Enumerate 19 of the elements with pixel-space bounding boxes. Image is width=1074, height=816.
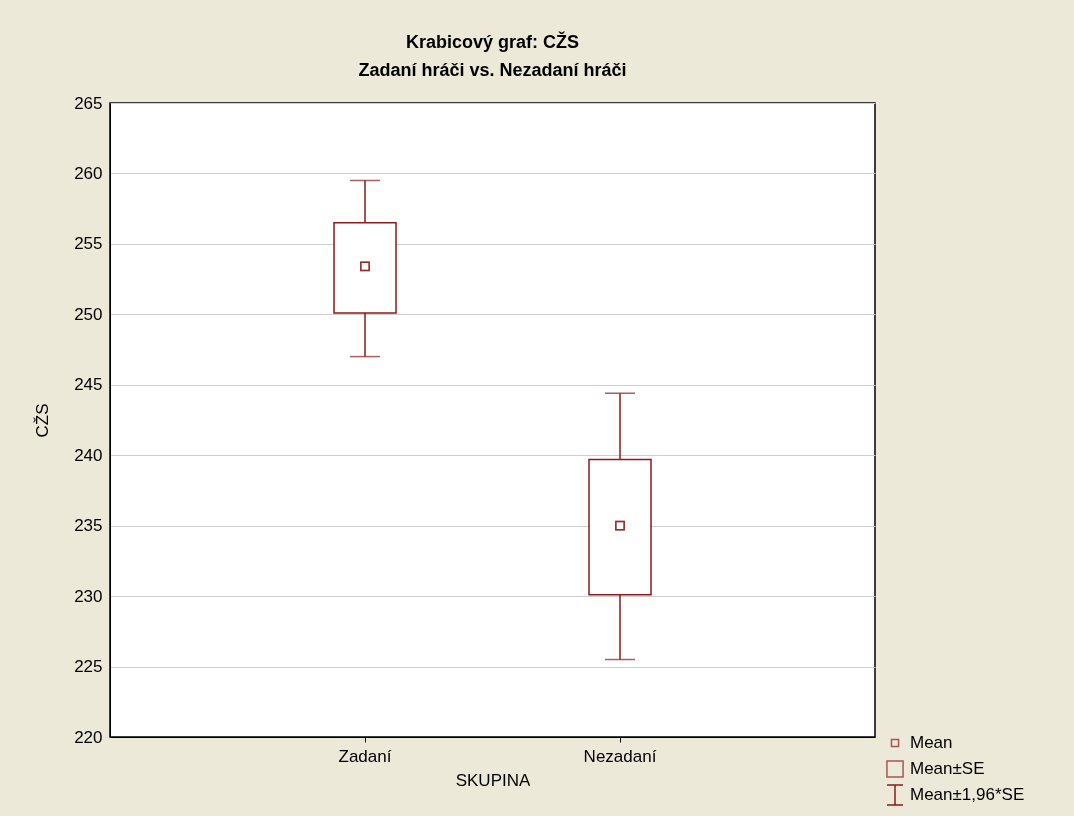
legend-label: Mean±SE (910, 759, 985, 778)
x-tick-label: Nezadaní (583, 746, 657, 766)
x-axis-title: SKUPINA (455, 770, 531, 790)
y-tick-label: 220 (74, 727, 103, 747)
y-tick-label: 250 (74, 304, 103, 324)
y-tick-label: 240 (74, 445, 103, 465)
chart-subtitle: Zadaní hráči vs. Nezadaní hráči (358, 60, 627, 80)
y-tick-label: 255 (74, 234, 103, 254)
y-axis-title: CŽS (33, 403, 53, 438)
y-tick-label: 260 (74, 163, 103, 183)
x-tick-label: Zadaní (338, 746, 392, 766)
legend-label: Mean (910, 733, 953, 752)
chart-title: Krabicový graf: CŽS (405, 31, 580, 52)
y-tick-label: 245 (74, 375, 103, 395)
y-tick-label: 235 (74, 516, 103, 536)
y-tick-label: 230 (74, 586, 103, 606)
y-tick-label: 225 (74, 657, 103, 677)
y-tick-label: 265 (74, 93, 103, 113)
legend-label: Mean±1,96*SE (910, 785, 1025, 804)
